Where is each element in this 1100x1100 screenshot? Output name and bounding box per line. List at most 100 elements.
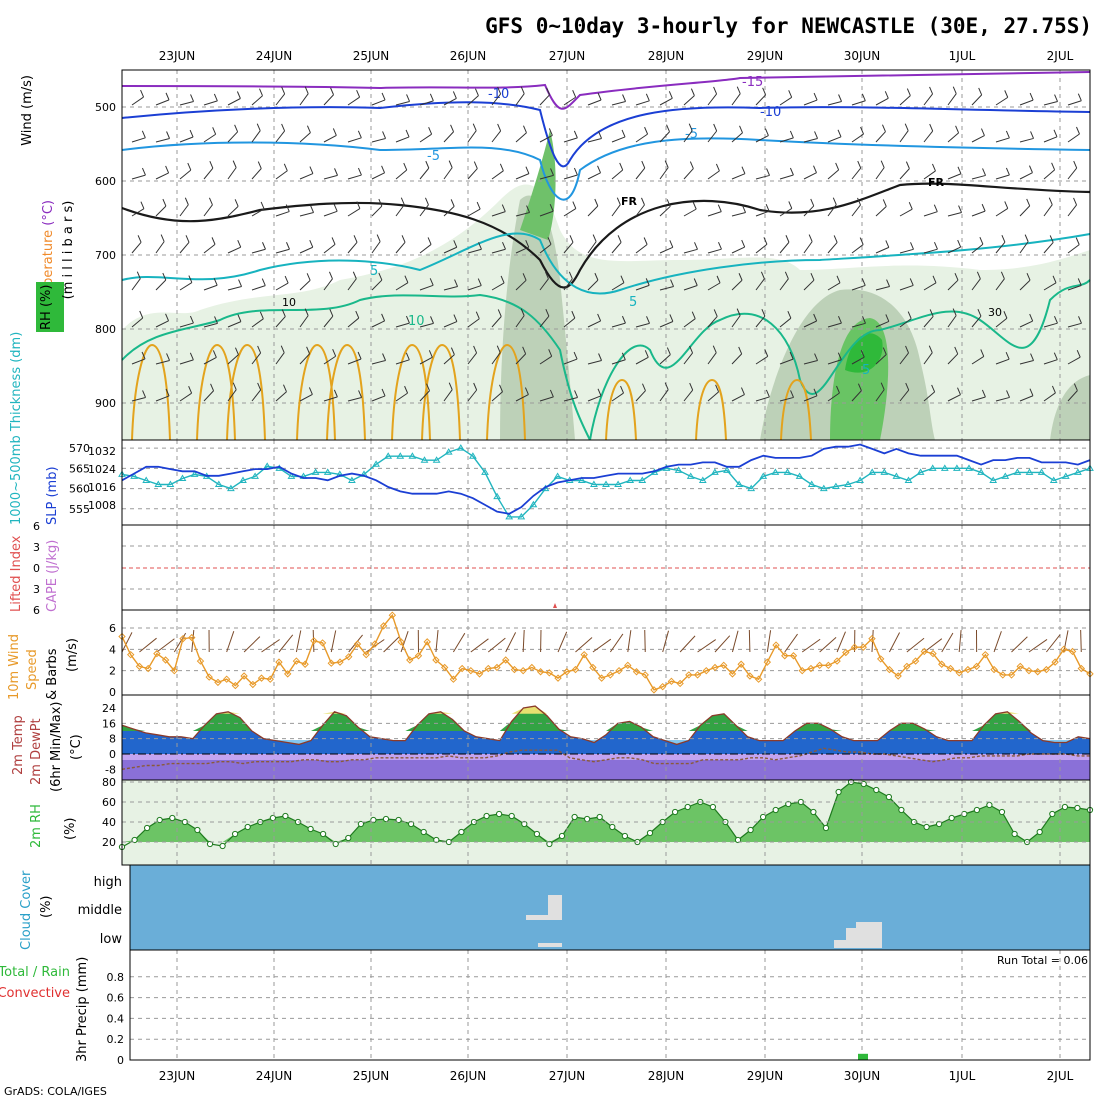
wind-barb: [851, 383, 862, 402]
wind-barb: [227, 382, 237, 402]
wind-speed-point: [432, 656, 440, 664]
thickness-slp-frame: [121, 439, 1091, 526]
wind-barb: [609, 633, 624, 653]
wind-barb: [899, 88, 911, 106]
cloud-label-middle: middle: [78, 903, 122, 918]
wind-barb: [587, 165, 601, 180]
wind-barb: [851, 237, 864, 254]
rh-point: [873, 786, 880, 794]
wind-barb: [587, 272, 599, 291]
wind-barb: [563, 310, 576, 328]
wind-speed-point: [1077, 664, 1085, 673]
wind-barb: [539, 237, 552, 254]
wind-barb: [419, 126, 433, 143]
wind-barb: [1019, 92, 1034, 106]
wind-barb: [779, 235, 790, 254]
wind-barb: [179, 197, 189, 217]
date-label-bottom: 24JUN: [256, 1069, 293, 1083]
wind-barb: [1028, 639, 1048, 653]
wind-speed-point: [580, 650, 588, 659]
wind-barb: [707, 163, 720, 180]
wind-speed-point: [946, 664, 955, 673]
rh-point: [382, 815, 390, 823]
wind-barb: [875, 240, 890, 254]
wind-barb: [1043, 315, 1058, 328]
wind-barb: [275, 384, 287, 402]
wind-barb: [179, 94, 195, 106]
wind-barb: [1043, 162, 1056, 180]
wind-speed-point: [798, 666, 806, 675]
wind-barb: [515, 125, 527, 143]
wind-barb: [827, 235, 838, 254]
wind-barb: [227, 240, 242, 254]
rh-point: [144, 824, 151, 832]
wind-barb: [347, 310, 360, 328]
wind-barb: [323, 87, 335, 106]
wind-barb: [443, 199, 455, 217]
thickness-point: [166, 480, 175, 488]
wind-barb: [1019, 388, 1034, 402]
wind-barb: [371, 165, 386, 180]
wind-barb: [299, 205, 315, 217]
wind-barb: [1019, 353, 1035, 365]
cloud-bar-mid-1: [526, 915, 548, 920]
wind-barb: [330, 630, 337, 653]
date-label-top: 30JUN: [844, 49, 881, 63]
thickness-point: [698, 476, 707, 483]
wind-barb: [731, 346, 743, 365]
date-label-top: 24JUN: [256, 49, 293, 63]
wind-barb: [251, 161, 262, 180]
wind-barb: [323, 308, 334, 328]
wind-barb: [923, 345, 933, 365]
wind-barb: [899, 345, 909, 365]
thickness-point: [892, 472, 901, 479]
temp-ylabel-unit: (°C): [69, 734, 84, 760]
wind-barb: [1063, 630, 1069, 653]
wind-speed-point: [458, 664, 466, 673]
wind-barb: [611, 235, 622, 254]
rh-point: [609, 823, 616, 831]
wind-speed-point: [658, 682, 667, 691]
wind-speed-point: [868, 634, 876, 643]
y-tick-label: 500: [95, 101, 116, 114]
wind-barb: [731, 205, 747, 217]
rh-point: [131, 836, 138, 844]
wind-barb: [683, 201, 697, 217]
wind-barb: [714, 635, 731, 653]
wind-barb: [875, 279, 891, 291]
wind-barb: [131, 271, 141, 291]
rh-point: [307, 825, 314, 833]
y-tick-label: 6: [33, 604, 40, 617]
wind-barb: [155, 131, 171, 143]
rh-point: [508, 812, 515, 820]
y-tick-label: 700: [95, 249, 116, 262]
wind-speed-point: [746, 672, 754, 680]
wind-barb: [635, 350, 649, 365]
wind-barb: [659, 91, 673, 106]
thickness-point: [819, 484, 828, 492]
date-labels-top: 23JUN 24JUN 25JUN 26JUN 27JUN 28JUN 29JUN 30JUN…: [159, 49, 1074, 63]
wind-barb: [784, 633, 798, 653]
wind-speed-point: [589, 663, 597, 672]
wind-barb: [851, 316, 866, 328]
wind-barb: [443, 382, 453, 402]
wind-barb: [659, 382, 669, 402]
wind-barb: [827, 352, 842, 365]
y-tick-label: 6: [33, 520, 40, 533]
wind-barb: [1046, 634, 1061, 653]
temp-contour-m10: [121, 101, 1091, 168]
wind-barb: [779, 90, 793, 106]
temp-contour-m15: [121, 71, 1091, 110]
rh-point: [420, 828, 427, 836]
freezing-label: FR: [928, 176, 945, 189]
rh-contour-label: 10: [282, 296, 296, 309]
wind-barb: [1043, 129, 1058, 143]
wind-speed-point: [903, 662, 911, 671]
wind-barb: [611, 275, 625, 291]
thickness-point: [856, 476, 864, 483]
wind-barb: [203, 316, 218, 328]
wind-speed-point: [763, 658, 772, 666]
y-tick-label: 0: [109, 748, 116, 761]
rh-point: [835, 788, 842, 796]
